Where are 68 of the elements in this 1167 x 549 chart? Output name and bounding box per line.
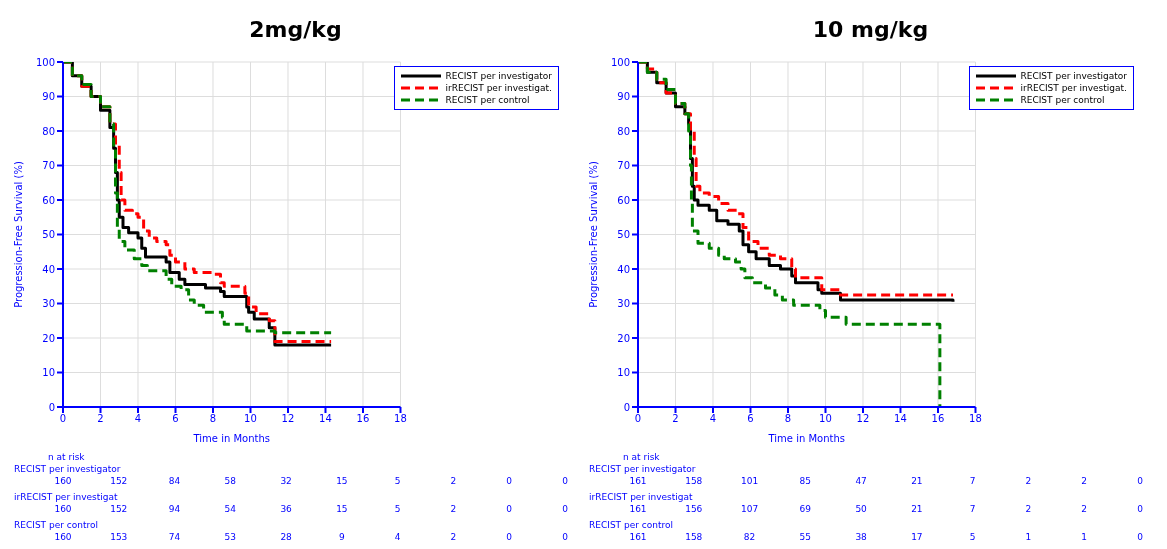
- x-tick-label: 16: [356, 413, 370, 425]
- y-tick-label: 80: [617, 125, 630, 137]
- text: RECIST per investigator: [589, 464, 696, 474]
- x-tick-label: 4: [709, 413, 717, 425]
- y-tick-label: 60: [617, 194, 630, 206]
- x-tick-label: 10: [244, 413, 257, 425]
- text: 161 158 101 85 47 21 7 2 2 0: [629, 476, 1143, 486]
- text: n at risk: [623, 452, 660, 462]
- text: RECIST per investigator: [14, 464, 121, 474]
- x-tick-label: 8: [784, 413, 792, 425]
- y-tick-label: 70: [617, 160, 630, 172]
- y-tick-label: 90: [617, 91, 630, 103]
- legend-label: RECIST per control: [445, 94, 530, 106]
- y-tick-label: 30: [617, 298, 630, 310]
- y-tick-label: 50: [42, 229, 55, 241]
- legend-label: irRECIST per investigat.: [445, 82, 552, 94]
- x-tick-label: 18: [969, 413, 982, 425]
- legend-label: RECIST per investigator: [445, 70, 552, 82]
- chart-title: 10 mg/kg: [811, 16, 930, 44]
- y-tick-label: 10: [617, 367, 630, 379]
- legend-label: irRECIST per investigat.: [1020, 82, 1127, 94]
- x-tick-label: 16: [931, 413, 945, 425]
- y-tick-label: 0: [48, 401, 55, 413]
- y-tick-label: 20: [617, 332, 630, 344]
- y-tick-label: 0: [623, 401, 630, 413]
- x-tick-label: 12: [281, 413, 295, 425]
- y-axis-title: Progression-Free Survival (%): [12, 161, 24, 308]
- y-tick-label: 50: [617, 229, 630, 241]
- y-tick-label: 40: [617, 263, 630, 275]
- x-tick-label: 14: [319, 413, 332, 425]
- y-tick-label: 90: [42, 91, 55, 103]
- text: RECIST per control: [589, 520, 673, 530]
- x-tick-label: 12: [856, 413, 870, 425]
- y-tick-label: 100: [35, 56, 55, 68]
- y-tick-label: 80: [42, 125, 55, 137]
- chart-title: 2mg/kg: [248, 16, 343, 44]
- x-tick-label: 0: [59, 413, 67, 425]
- text: irRECIST per investigat: [589, 492, 693, 502]
- x-axis-title: Time in Months: [767, 433, 845, 444]
- y-tick-label: 30: [42, 298, 55, 310]
- y-tick-label: 60: [42, 194, 55, 206]
- y-tick-label: 10: [42, 367, 55, 379]
- legend-label: RECIST per control: [1020, 94, 1105, 106]
- x-tick-label: 2: [97, 413, 104, 425]
- y-tick-label: 100: [610, 56, 630, 68]
- text: RECIST per control: [14, 520, 98, 530]
- x-tick-label: 2: [672, 413, 679, 425]
- y-axis-title: Progression-Free Survival (%): [587, 161, 599, 308]
- y-tick-label: 20: [42, 332, 55, 344]
- x-tick-label: 18: [394, 413, 407, 425]
- x-tick-label: 0: [634, 413, 642, 425]
- y-tick-label: 70: [42, 160, 55, 172]
- text: 161 156 107 69 50 21 7 2 2 0: [629, 504, 1143, 514]
- x-tick-label: 10: [819, 413, 832, 425]
- text: irRECIST per investigat: [14, 492, 118, 502]
- x-tick-label: 14: [894, 413, 907, 425]
- text: 160 153 74 53 28 9 4 2 0 0: [54, 532, 568, 542]
- x-tick-label: 8: [209, 413, 217, 425]
- text: n at risk: [48, 452, 85, 462]
- x-tick-label: 6: [747, 413, 754, 425]
- text: 160 152 94 54 36 15 5 2 0 0: [54, 504, 568, 514]
- text: 161 158 82 55 38 17 5 1 1 0: [629, 532, 1143, 542]
- x-tick-label: 6: [172, 413, 179, 425]
- x-tick-label: 4: [134, 413, 142, 425]
- text: 160 152 84 58 32 15 5 2 0 0: [54, 476, 568, 486]
- x-axis-title: Time in Months: [192, 433, 270, 444]
- y-tick-label: 40: [42, 263, 55, 275]
- legend-label: RECIST per investigator: [1020, 70, 1127, 82]
